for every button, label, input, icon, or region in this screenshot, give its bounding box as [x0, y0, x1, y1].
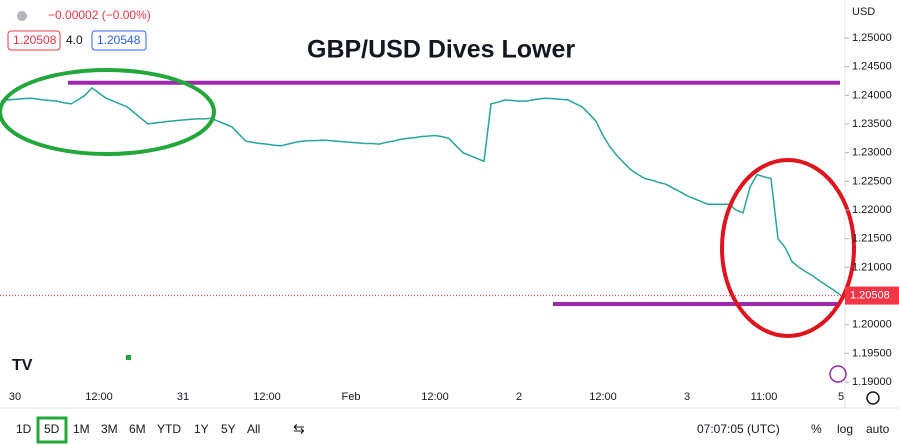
y-tick-label: 1.21000	[852, 261, 892, 273]
x-tick-label: 3	[684, 391, 690, 403]
x-tick-label: 31	[177, 391, 189, 403]
last-price-tag	[845, 286, 899, 305]
bid-box[interactable]	[7, 30, 61, 51]
scale-option[interactable]: %	[811, 422, 822, 436]
x-tick-label: Feb	[342, 391, 361, 403]
highlight-ellipse	[720, 158, 856, 338]
x-tick-label: 12:00	[421, 391, 449, 403]
y-tick-label: 1.24000	[852, 89, 892, 101]
x-tick-label: 30	[9, 391, 21, 403]
y-tick-label: 1.19500	[852, 347, 892, 359]
y-tick-label: 1.24500	[852, 61, 892, 73]
bid-price[interactable]: 1.20508	[13, 33, 57, 47]
x-tick-label: 11:00	[751, 391, 778, 403]
range-button[interactable]: 5Y	[221, 422, 236, 436]
settings-icon[interactable]	[866, 391, 880, 405]
range-button[interactable]: 5D	[44, 422, 60, 436]
range-button[interactable]: 1Y	[194, 422, 209, 436]
y-tick-label: 1.23500	[852, 118, 892, 130]
x-tick-label: 2	[516, 391, 522, 403]
last-price-label: 1.20508	[850, 289, 890, 301]
currency-label[interactable]: USD	[852, 6, 875, 18]
date-range-icon[interactable]: ⇆	[293, 421, 305, 437]
range-button[interactable]: All	[247, 422, 260, 436]
y-tick-label: 1.19000	[852, 376, 892, 388]
highlight-ellipse	[0, 68, 216, 156]
y-tick-label: 1.22000	[852, 204, 892, 216]
alert-icon[interactable]	[829, 365, 847, 383]
y-tick-label: 1.25000	[852, 32, 892, 44]
scale-option[interactable]: auto	[866, 422, 890, 436]
y-tick-label: 1.22500	[852, 175, 892, 187]
spread: 4.0	[66, 33, 83, 47]
range-button[interactable]: 1D	[16, 422, 32, 436]
scale-option[interactable]: log	[837, 422, 853, 436]
chart-title: GBP/USD Dives Lower	[307, 36, 575, 64]
y-tick-label: 1.23000	[852, 147, 892, 159]
y-tick-label: 1.21500	[852, 233, 892, 245]
x-tick-label: 12:00	[253, 391, 281, 403]
range-button[interactable]: 6M	[129, 422, 146, 436]
x-tick-label: 5	[838, 391, 844, 403]
range-button[interactable]: 1M	[73, 422, 90, 436]
ask-box[interactable]	[91, 30, 147, 51]
active-range-box	[36, 416, 68, 444]
logo: TV	[12, 357, 33, 374]
ask-price[interactable]: 1.20548	[97, 33, 141, 47]
legend-icon	[17, 11, 27, 21]
clock: 07:07:05 (UTC)	[697, 422, 780, 436]
x-tick-label: 12:00	[85, 391, 113, 403]
range-button[interactable]: YTD	[157, 422, 181, 436]
marker	[126, 355, 131, 360]
x-tick-label: 12:00	[589, 391, 617, 403]
plot	[0, 80, 845, 307]
y-tick-label: 1.20000	[852, 319, 892, 331]
range-button[interactable]: 3M	[101, 422, 118, 436]
legend-change: −0.00002 (−0.00%)	[48, 8, 151, 22]
price-line	[0, 86, 842, 297]
